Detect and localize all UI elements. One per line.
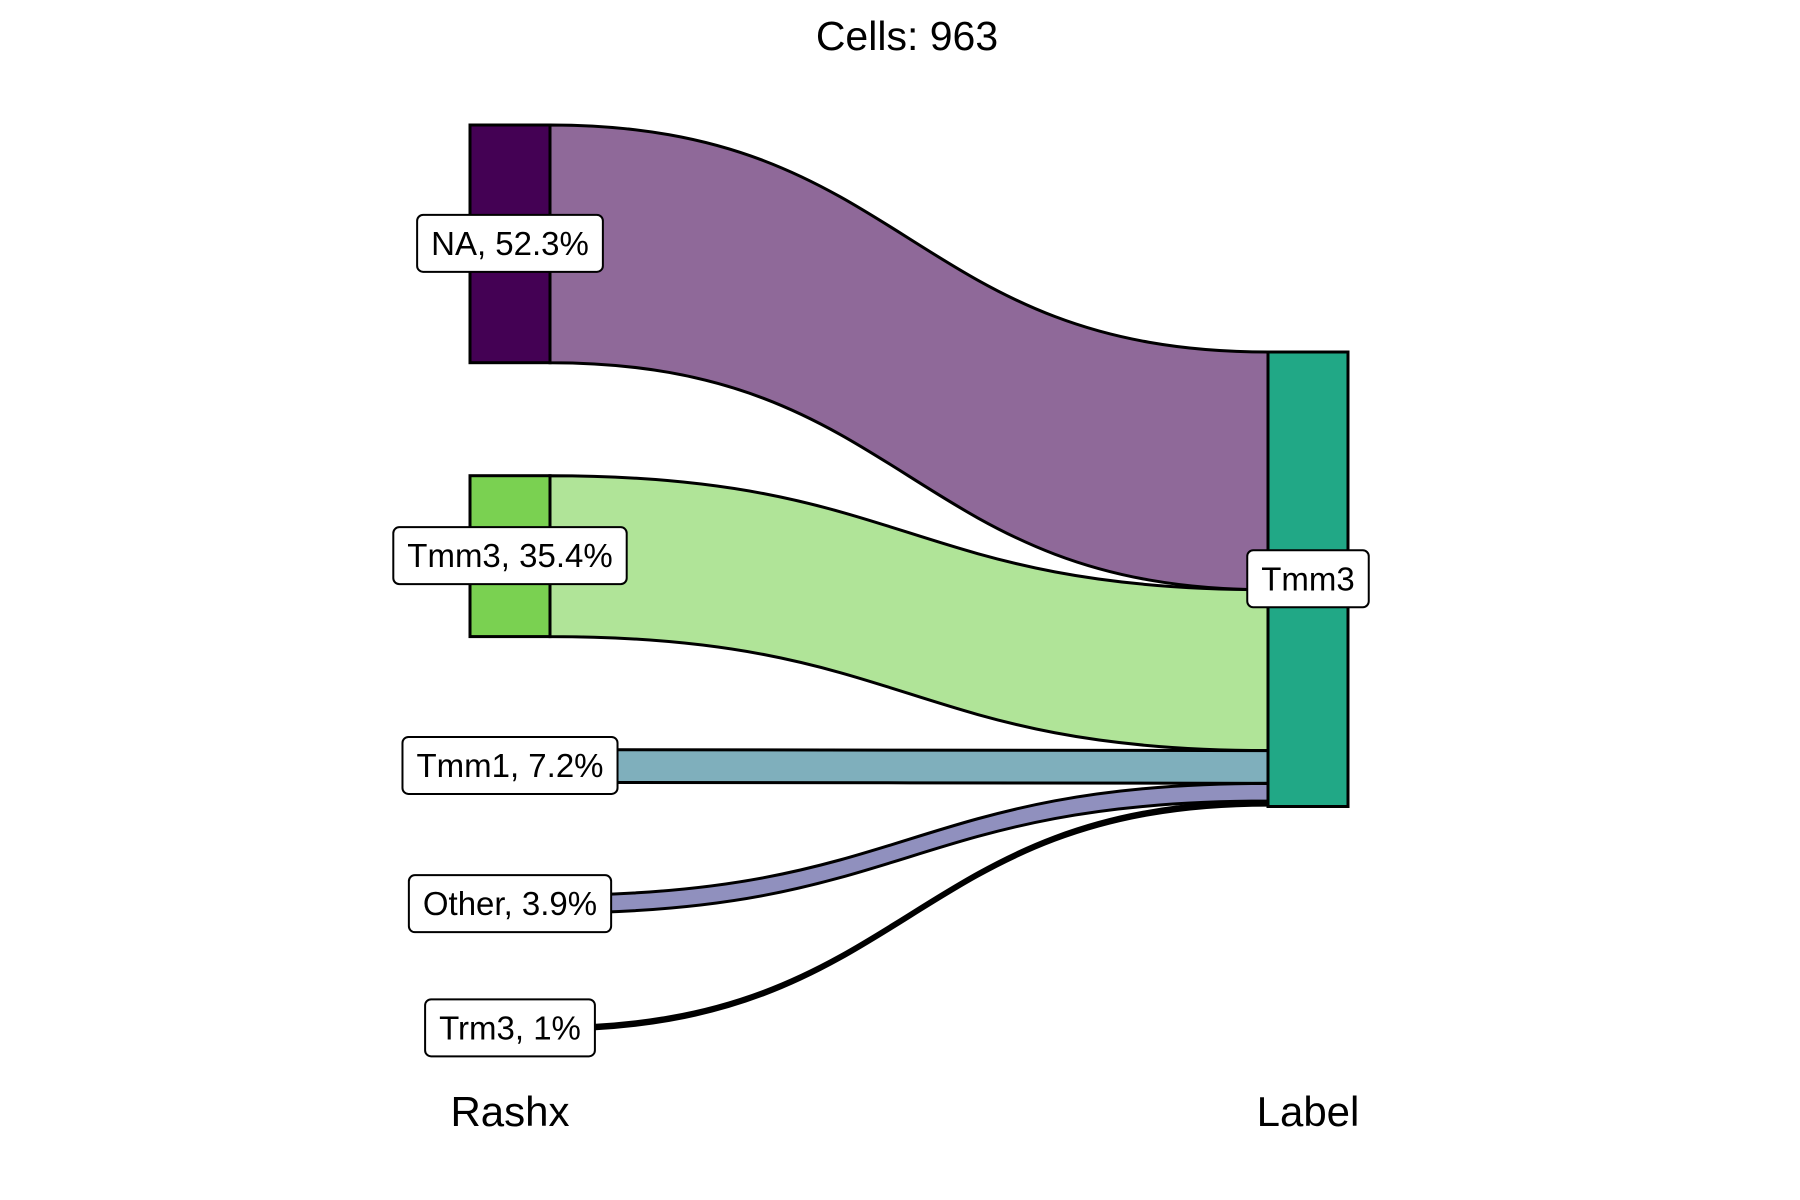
label-trm3-text: Trm3, 1% — [439, 1009, 581, 1046]
label-na-box — [416, 213, 604, 273]
label-other-text: Other, 3.9% — [423, 885, 597, 922]
label-na: NA, 52.3% — [416, 213, 604, 273]
label-tmm3-box — [392, 526, 628, 586]
flow-trm3-to-tmm3 — [549, 800, 1269, 1032]
flow-other-to-tmm3 — [548, 781, 1270, 915]
label-tmm1-text: Tmm1, 7.2% — [416, 747, 603, 784]
label-tmm1-box — [401, 735, 619, 795]
label-na-text: NA, 52.3% — [431, 225, 589, 262]
chart-title: Cells: 963 — [816, 13, 998, 59]
label-target-tmm3-box — [1246, 549, 1370, 609]
label-tmm1: Tmm1, 7.2% — [401, 735, 619, 795]
label-other-box — [407, 874, 613, 934]
label-target-tmm3: Tmm3 — [1246, 549, 1370, 609]
label-target-tmm3-text: Tmm3 — [1261, 560, 1355, 597]
axis-label-label: Label — [1257, 1088, 1360, 1135]
flows-layer — [548, 123, 1270, 1032]
labels-layer: NA, 52.3% Tmm3, 35.4% Tmm1, 7.2% Other, 3.9… — [392, 213, 1370, 1058]
label-other: Other, 3.9% — [407, 874, 613, 934]
label-tmm3: Tmm3, 35.4% — [392, 526, 628, 586]
flow-tmm1-to-tmm3 — [548, 748, 1270, 785]
label-trm3: Trm3, 1% — [424, 998, 596, 1058]
label-tmm3-text: Tmm3, 35.4% — [407, 537, 612, 574]
axis-label-rashx: Rashx — [450, 1088, 569, 1135]
label-trm3-box — [424, 998, 596, 1058]
